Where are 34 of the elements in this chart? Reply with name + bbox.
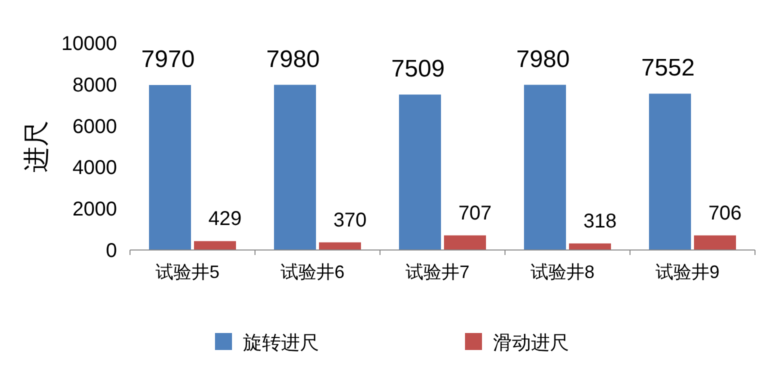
data-label: 7509 — [391, 56, 445, 83]
legend-label: 旋转进尺 — [243, 333, 319, 354]
x-tick-label: 试验井7 — [405, 262, 470, 282]
bar — [569, 243, 611, 250]
y-tick-label: 4000 — [72, 157, 117, 180]
y-tick-label: 0 — [106, 240, 117, 262]
bar — [649, 94, 691, 250]
bar — [399, 94, 441, 250]
bar — [319, 242, 361, 250]
x-tick-label: 试验井9 — [655, 262, 720, 282]
bar — [524, 84, 566, 250]
data-label: 318 — [583, 210, 617, 232]
y-tick-label: 2000 — [72, 198, 117, 221]
x-tick-label: 试验井6 — [280, 262, 345, 282]
data-label: 7552 — [641, 54, 695, 82]
y-tick-label: 6000 — [72, 116, 117, 138]
y-tick-label: 10000 — [61, 33, 117, 55]
data-label: 707 — [458, 202, 492, 224]
bar — [194, 241, 236, 250]
x-tick-label: 试验井5 — [155, 262, 220, 282]
y-tick-label: 8000 — [72, 74, 117, 96]
bar — [274, 84, 316, 250]
x-tick-label: 试验井8 — [530, 262, 595, 282]
legend-label: 滑动进尺 — [493, 333, 569, 354]
data-label: 429 — [208, 208, 242, 230]
data-label: 7980 — [266, 46, 320, 73]
bar — [444, 235, 486, 250]
data-label: 7970 — [141, 46, 195, 74]
data-label: 7980 — [516, 46, 570, 73]
bar — [149, 85, 191, 250]
y-axis-title: 进尺 — [21, 120, 51, 172]
bar — [694, 235, 736, 250]
data-label: 706 — [708, 202, 742, 224]
data-label: 370 — [333, 209, 367, 232]
